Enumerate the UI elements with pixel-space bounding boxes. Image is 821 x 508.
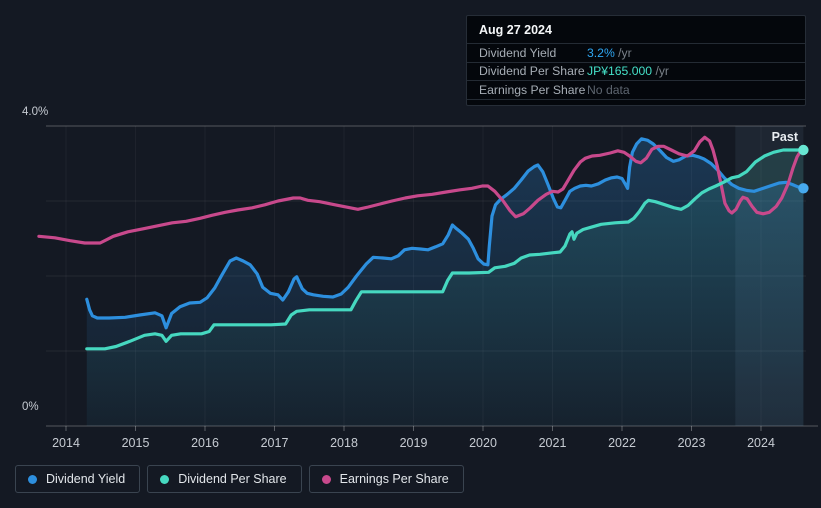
legend-label: Dividend Per Share [178,472,287,486]
dividend-yield-end-dot [798,183,809,194]
past-period-label: Past [735,130,798,144]
tooltip-value: No data [587,83,630,97]
x-axis-label: 2020 [469,436,497,450]
legend-item-dividend-yield[interactable]: Dividend Yield [15,465,141,493]
y-axis-zero-label: 0% [22,401,39,413]
dividend-per-share-dot-icon [160,474,170,484]
legend-label: Earnings Per Share [339,472,449,486]
tooltip-value: 3.2% /yr [587,46,632,60]
x-axis-label: 2023 [678,436,706,450]
dividend-per-share-end-dot [798,144,809,156]
earnings-per-share-dot-icon [321,474,331,484]
tooltip-label: Earnings Per Share [479,82,586,97]
earnings-per-share-line [37,135,802,245]
tooltip-label: Dividend Per Share [479,64,585,79]
x-axis-label: 2019 [400,436,428,450]
tooltip-row-earnings-per-share: Earnings Per Share No data [467,80,805,100]
x-axis-label: 2016 [191,436,219,450]
chart-tooltip: Aug 27 2024 Dividend Yield 3.2% /yr Divi… [466,15,806,106]
x-axis-label: 2014 [52,436,80,450]
x-axis-label: 2024 [747,436,775,450]
tooltip-row-dividend-per-share: Dividend Per Share JP¥165.000 /yr [467,61,805,81]
dividend-yield-dot-icon [28,474,37,484]
dividend-yield-line [85,137,805,330]
tooltip-date: Aug 27 2024 [479,23,552,37]
dividend-per-share-line [85,148,805,351]
chart-legend: Dividend Yield Dividend Per Share Earnin… [15,465,464,493]
legend-item-earnings-per-share[interactable]: Earnings Per Share [308,465,464,493]
legend-label: Dividend Yield [46,472,126,486]
tooltip-value-number: JP¥165.000 [587,64,653,79]
x-axis-label: 2018 [330,436,358,450]
x-axis-label: 2022 [608,436,636,450]
x-axis-label: 2021 [539,436,567,450]
tooltip-row-dividend-yield: Dividend Yield 3.2% /yr [467,43,805,62]
tooltip-value-number: No data [587,82,630,97]
tooltip-value-suffix: /yr [652,64,669,79]
tooltip-value: JP¥165.000 /yr [587,64,669,78]
x-axis-label: 2017 [261,436,289,450]
dividend-chart-canvas: 2014 2015 2016 2017 2018 2019 2020 2021 2022 2023… [37,125,818,450]
y-axis-max-label: 4.0% [22,106,49,118]
tooltip-value-suffix: /yr [614,45,632,60]
tooltip-label: Dividend Yield [479,45,557,60]
x-axis-label: 2015 [122,436,150,450]
tooltip-value-number: 3.2% [587,45,615,60]
legend-item-dividend-per-share[interactable]: Dividend Per Share [147,465,302,493]
